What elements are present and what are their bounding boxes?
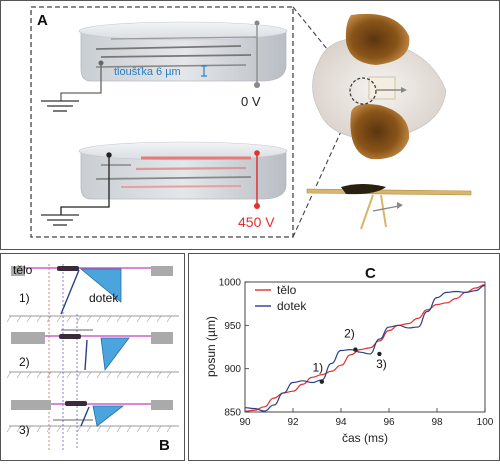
bottom-ground-wire <box>60 155 110 215</box>
insect-head-icon <box>312 13 447 160</box>
panel-c: C 90 92 94 96 98 100 850 900 950 1000 tělo dotek 1… <box>188 253 500 461</box>
step-1-drawing <box>11 266 173 315</box>
series-line-dotek <box>244 284 486 412</box>
top-right-contact-bottom <box>254 82 260 88</box>
y-tick-label: 850 <box>224 408 241 419</box>
panel-a-figure: 0 V tloušťka 6 µm 450 V <box>30 6 472 238</box>
x-tick-label: 98 <box>431 417 443 428</box>
x-tick-label: 100 <box>477 417 494 428</box>
x-tick-label: 96 <box>383 417 395 428</box>
body-label: tělo <box>13 263 33 277</box>
step-2-drawing <box>11 329 173 372</box>
top-disc <box>78 21 288 82</box>
legend-label: dotek <box>277 299 307 313</box>
y-axis-label: posun (µm) <box>204 316 218 377</box>
chart-annotations: 1) 2) 3) <box>312 327 387 384</box>
bottom-disc <box>78 141 288 200</box>
y-tick-label: 950 <box>224 321 241 332</box>
x-axis-label: čas (ms) <box>342 431 388 445</box>
top-ground-wire <box>60 63 102 101</box>
thickness-label: tloušťka 6 µm <box>114 66 181 78</box>
legend-label: tělo <box>277 283 297 297</box>
step-1-label: 1) <box>19 291 30 305</box>
panel-c-chart: C 90 92 94 96 98 100 850 900 950 1000 tělo dotek 1… <box>204 265 494 445</box>
panel-c-letter: C <box>365 265 376 282</box>
annotation-point <box>353 347 358 352</box>
panel-a: 0 V tloušťka 6 µm 450 V <box>0 0 500 250</box>
bottom-ground-icon <box>41 214 79 226</box>
top-right-contact-top <box>254 20 260 26</box>
chart-series <box>244 284 486 412</box>
x-tick-label: 90 <box>239 417 251 428</box>
panel-b-figure: tělo dotek 1) 2) 3) B <box>6 263 179 454</box>
touch-label: dotek <box>89 291 119 305</box>
annotation-point <box>319 379 324 384</box>
chart-legend: tělo dotek <box>255 283 307 313</box>
top-left-contact <box>98 60 104 66</box>
thickness-bracket-icon <box>201 65 207 77</box>
bottom-right-contact-bottom <box>254 203 260 209</box>
step-3-drawing <box>11 400 173 427</box>
panel-a-letter: A <box>37 12 48 29</box>
bottom-right-contact-top <box>254 150 260 156</box>
mouthpart-side-icon <box>306 184 472 230</box>
plot-frame <box>244 281 486 413</box>
bottom-voltage-label: 450 V <box>238 214 275 230</box>
top-voltage-label: 0 V <box>241 94 261 109</box>
x-tick-label: 94 <box>335 417 347 428</box>
bottom-left-contact <box>106 152 112 158</box>
ground-hatch-ticks <box>6 315 172 433</box>
annotation-point <box>377 351 382 357</box>
step-2-label: 2) <box>19 355 30 369</box>
annotation-label: 1) <box>312 361 323 375</box>
chart-axes: 90 92 94 96 98 100 850 900 950 1000 <box>219 278 494 429</box>
inset-frame <box>30 6 294 238</box>
x-tick-label: 92 <box>287 417 299 428</box>
top-ground-icon <box>41 100 79 112</box>
annotation-label: 3) <box>376 357 387 371</box>
panel-b-letter: B <box>159 437 170 454</box>
step-3-label: 3) <box>19 423 30 437</box>
panel-b: tělo dotek 1) 2) 3) B <box>0 253 185 461</box>
y-tick-label: 1000 <box>219 278 242 289</box>
y-tick-label: 900 <box>224 364 241 375</box>
annotation-label: 2) <box>344 327 355 341</box>
